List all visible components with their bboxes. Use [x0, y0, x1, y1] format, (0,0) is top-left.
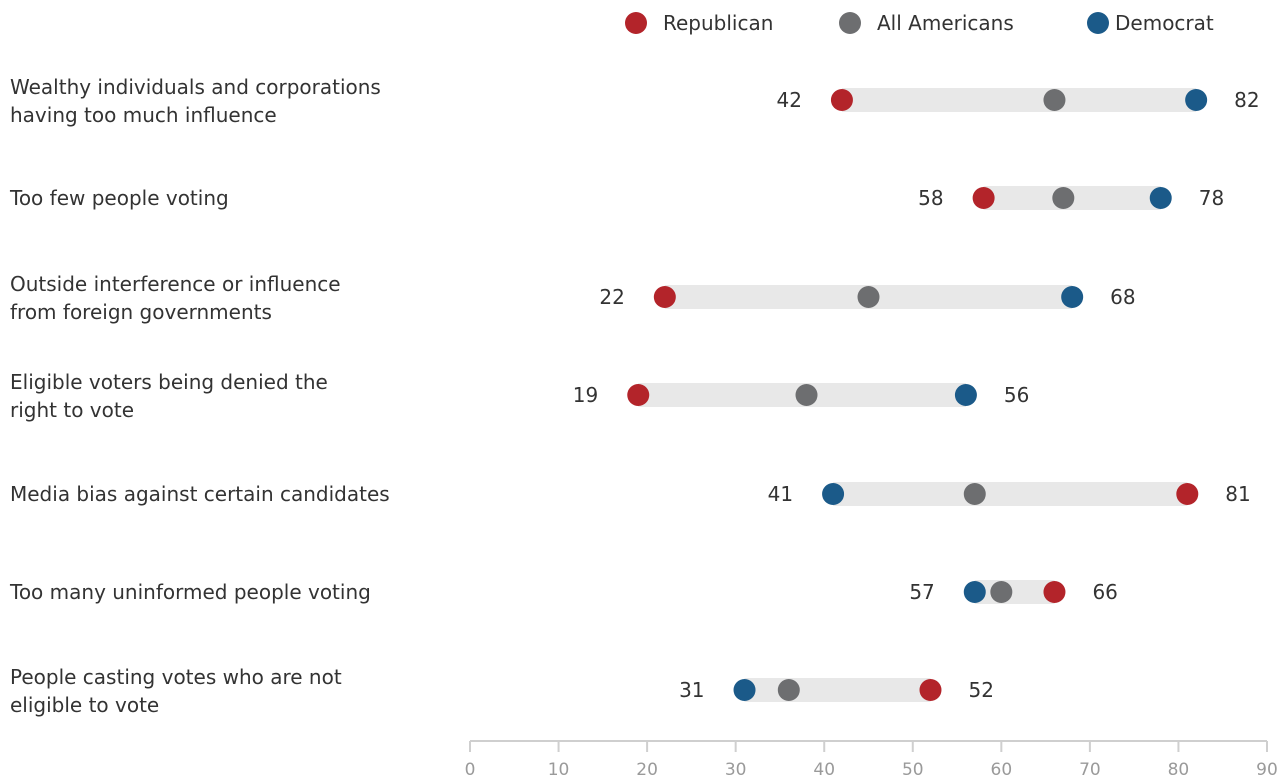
dot-republican — [919, 679, 942, 701]
dot-republican — [627, 384, 650, 406]
category-label-line: Too few people voting — [9, 186, 229, 210]
category-label: Too few people voting — [9, 186, 229, 210]
value-label-low: 58 — [918, 186, 943, 210]
category-label-line: from foreign governments — [10, 300, 272, 324]
x-tick-label: 60 — [991, 760, 1013, 780]
dot-republican — [1043, 581, 1066, 603]
x-tick-label: 90 — [1256, 760, 1278, 780]
dot-democrat — [954, 384, 977, 406]
category-label-line: People casting votes who are not — [10, 665, 342, 689]
x-tick-label: 30 — [725, 760, 747, 780]
category-label: Eligible voters being denied the right to… — [10, 370, 328, 422]
legend-marker-republican — [625, 12, 647, 34]
value-label-high: 52 — [968, 678, 993, 702]
dot-democrat — [733, 679, 756, 701]
value-label-high: 56 — [1004, 383, 1029, 407]
dot-republican — [1176, 483, 1199, 505]
category-label-line: right to vote — [10, 398, 134, 422]
category-label: Outside interference or influence from fo… — [10, 272, 341, 324]
category-label-line: Wealthy individuals and corporations — [10, 75, 381, 99]
category-label: Media bias against certain candidates — [10, 482, 390, 506]
range-bar — [833, 482, 1188, 506]
value-label-high: 78 — [1199, 186, 1224, 210]
legend-marker-all-americans — [839, 12, 861, 34]
dot-all-americans — [857, 286, 880, 308]
x-tick-label: 50 — [902, 760, 924, 780]
category-label: Wealthy individuals and corporations havi… — [10, 75, 381, 127]
dot-all-americans — [990, 581, 1013, 603]
value-label-high: 66 — [1092, 580, 1117, 604]
dot-all-americans — [1043, 89, 1066, 111]
value-label-low: 31 — [679, 678, 704, 702]
value-label-low: 22 — [599, 285, 624, 309]
category-label-line: Media bias against certain candidates — [10, 482, 390, 506]
category-label: People casting votes who are not eligible… — [10, 665, 342, 717]
x-tick-label: 20 — [636, 760, 658, 780]
dot-democrat — [1061, 286, 1084, 308]
legend-label: All Americans — [877, 11, 1014, 35]
x-tick-label: 80 — [1168, 760, 1190, 780]
x-tick-label: 40 — [813, 760, 835, 780]
x-tick-label: 10 — [548, 760, 570, 780]
range-bar — [974, 580, 1055, 604]
dot-republican — [972, 187, 995, 209]
x-tick-label: 0 — [465, 760, 476, 780]
value-label-high: 68 — [1110, 285, 1135, 309]
value-label-low: 19 — [573, 383, 598, 407]
range-bar — [744, 678, 931, 702]
dot-democrat — [822, 483, 845, 505]
dot-all-americans — [795, 384, 818, 406]
value-label-low: 42 — [776, 88, 801, 112]
legend-label: Republican — [663, 11, 773, 35]
dot-democrat — [1185, 89, 1208, 111]
legend-marker-democrat — [1087, 12, 1109, 34]
dot-all-americans — [1052, 187, 1075, 209]
value-label-high: 81 — [1225, 482, 1250, 506]
category-label-line: Eligible voters being denied the — [10, 370, 328, 394]
dot-democrat — [963, 581, 986, 603]
category-label-line: eligible to vote — [10, 693, 159, 717]
value-label-low: 57 — [909, 580, 934, 604]
dot-republican — [830, 89, 853, 111]
category-label-line: having too much influence — [10, 103, 277, 127]
range-bar — [841, 88, 1197, 112]
value-label-high: 82 — [1234, 88, 1259, 112]
category-label: Too many uninformed people voting — [9, 580, 371, 604]
dot-democrat — [1149, 187, 1172, 209]
value-label-low: 41 — [768, 482, 793, 506]
category-label-line: Outside interference or influence — [10, 272, 341, 296]
dot-all-americans — [777, 679, 800, 701]
x-tick-label: 70 — [1079, 760, 1101, 780]
dot-all-americans — [963, 483, 986, 505]
legend-label: Democrat — [1115, 11, 1214, 35]
category-label-line: Too many uninformed people voting — [9, 580, 371, 604]
dot-republican — [653, 286, 676, 308]
